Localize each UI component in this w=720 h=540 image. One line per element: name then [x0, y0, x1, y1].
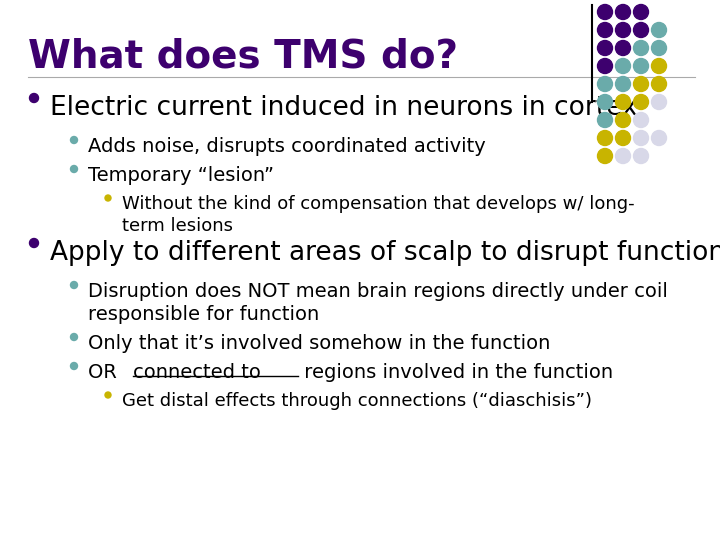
- Text: connected to: connected to: [133, 363, 261, 382]
- Text: Without the kind of compensation that develops w/ long-
term lesions: Without the kind of compensation that de…: [122, 195, 634, 235]
- Text: What does TMS do?: What does TMS do?: [28, 38, 458, 76]
- Circle shape: [634, 58, 649, 73]
- Circle shape: [652, 58, 667, 73]
- Circle shape: [616, 23, 631, 37]
- Text: Only that it’s involved somehow in the function: Only that it’s involved somehow in the f…: [88, 334, 550, 353]
- Circle shape: [634, 131, 649, 145]
- Circle shape: [598, 94, 613, 110]
- Circle shape: [105, 392, 111, 398]
- Text: Get distal effects through connections (“diaschisis”): Get distal effects through connections (…: [122, 392, 592, 410]
- Circle shape: [616, 148, 631, 164]
- Circle shape: [598, 58, 613, 73]
- Circle shape: [71, 165, 78, 172]
- Circle shape: [652, 77, 667, 91]
- Circle shape: [634, 40, 649, 56]
- Text: Apply to different areas of scalp to disrupt function: Apply to different areas of scalp to dis…: [50, 240, 720, 266]
- Circle shape: [30, 239, 38, 247]
- Circle shape: [634, 112, 649, 127]
- Text: Disruption does NOT mean brain regions directly under coil
responsible for funct: Disruption does NOT mean brain regions d…: [88, 282, 668, 325]
- Circle shape: [598, 40, 613, 56]
- Circle shape: [634, 23, 649, 37]
- Circle shape: [616, 58, 631, 73]
- Circle shape: [616, 131, 631, 145]
- Circle shape: [71, 137, 78, 144]
- Circle shape: [71, 334, 78, 341]
- Circle shape: [105, 195, 111, 201]
- Circle shape: [652, 94, 667, 110]
- Circle shape: [652, 40, 667, 56]
- Circle shape: [616, 40, 631, 56]
- Circle shape: [598, 148, 613, 164]
- Circle shape: [634, 94, 649, 110]
- Text: regions involved in the function: regions involved in the function: [298, 363, 613, 382]
- Circle shape: [598, 131, 613, 145]
- Circle shape: [616, 4, 631, 19]
- Circle shape: [30, 93, 38, 103]
- Circle shape: [598, 23, 613, 37]
- Circle shape: [616, 112, 631, 127]
- Text: Adds noise, disrupts coordinated activity: Adds noise, disrupts coordinated activit…: [88, 137, 486, 156]
- Circle shape: [71, 362, 78, 369]
- Circle shape: [634, 77, 649, 91]
- Circle shape: [598, 4, 613, 19]
- Text: OR: OR: [88, 363, 123, 382]
- Circle shape: [616, 94, 631, 110]
- Circle shape: [598, 112, 613, 127]
- Circle shape: [616, 77, 631, 91]
- Circle shape: [652, 23, 667, 37]
- Text: Electric current induced in neurons in cortex: Electric current induced in neurons in c…: [50, 95, 637, 121]
- Circle shape: [598, 77, 613, 91]
- Text: Temporary “lesion”: Temporary “lesion”: [88, 166, 274, 185]
- Circle shape: [634, 4, 649, 19]
- Circle shape: [652, 131, 667, 145]
- Circle shape: [71, 281, 78, 288]
- Circle shape: [634, 148, 649, 164]
